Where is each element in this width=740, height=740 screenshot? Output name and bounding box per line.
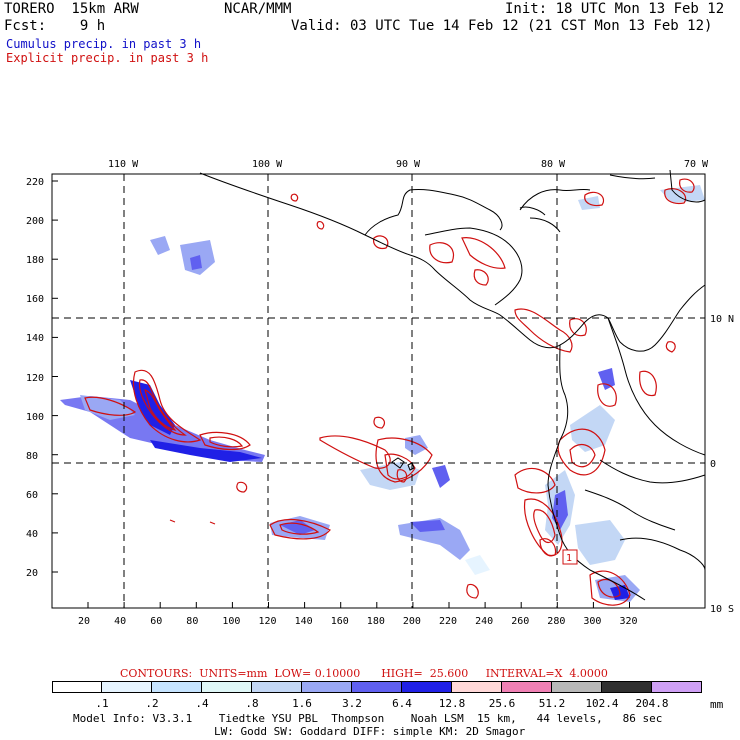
colorbar-label: 3.2 — [342, 697, 362, 710]
colorbar-label: 25.6 — [488, 697, 516, 710]
x-tick-label: 120 — [258, 616, 277, 627]
y-tick-label: 200 — [26, 216, 45, 228]
y-tick-label: 40 — [26, 528, 39, 540]
y-tick-label: 60 — [26, 489, 39, 501]
longitude-label: 100 W — [252, 159, 283, 170]
longitude-label: 90 W — [396, 159, 421, 170]
x-tick-label: 160 — [330, 616, 349, 627]
colorbar-unit: mm — [710, 698, 724, 711]
contour-label-box — [562, 549, 578, 565]
x-tick-label: 200 — [402, 616, 421, 627]
colorbar-swatch — [602, 681, 652, 693]
colorbar-swatch — [152, 681, 202, 693]
colorbar-label: 12.8 — [438, 697, 466, 710]
colorbar-swatch — [302, 681, 352, 693]
colorbar-swatch — [402, 681, 452, 693]
colorbar-swatch — [252, 681, 302, 693]
x-tick-label: 180 — [366, 616, 385, 627]
colorbar-swatch — [502, 681, 552, 693]
cumulus-precip-areas — [60, 185, 705, 602]
colorbar-swatch — [52, 681, 102, 693]
x-tick-label: 60 — [150, 616, 163, 627]
x-tick-label: 260 — [511, 616, 530, 627]
contour-info: CONTOURS: UNITS=mm LOW= 0.10000 HIGH= 25… — [120, 667, 608, 680]
contour-label-text: 1 — [566, 553, 572, 564]
y-tick-label: 80 — [26, 450, 39, 462]
valid-time: Valid: 03 UTC Tue 14 Feb 12 (21 CST Mon … — [291, 18, 713, 34]
x-tick-label: 220 — [439, 616, 458, 627]
cumulus-legend: Cumulus precip. in past 3 h — [6, 37, 202, 51]
islands — [391, 457, 415, 471]
x-tick-label: 80 — [186, 616, 199, 627]
y-tick-label: 140 — [26, 333, 45, 345]
y-tick-label: 220 — [26, 177, 45, 188]
colorbar-label: .8 — [245, 697, 259, 710]
organization-label: NCAR/MMM — [224, 1, 292, 17]
colorbar-label: 51.2 — [538, 697, 566, 710]
explicit-legend: Explicit precip. in past 3 h — [6, 51, 209, 65]
x-tick-label: 320 — [619, 616, 638, 627]
longitude-label: 80 W — [541, 159, 566, 170]
model-info-line2: LW: Godd SW: Goddard DIFF: simple KM: 2D… — [214, 725, 526, 738]
colorbar-swatch — [352, 681, 402, 693]
colorbar-swatch — [452, 681, 502, 693]
colorbar-label: .4 — [195, 697, 209, 710]
colorbar-label: 204.8 — [635, 697, 669, 710]
x-tick-label: 100 — [222, 616, 241, 627]
y-tick-label: 120 — [26, 372, 45, 384]
colorbar-swatch — [552, 681, 602, 693]
y-tick-label: 100 — [26, 411, 45, 423]
latitude-label: 10 N — [710, 314, 735, 325]
x-tick-label: 140 — [294, 616, 313, 627]
lat-lon-grid — [52, 174, 705, 608]
longitude-label: 110 W — [108, 159, 139, 170]
colorbar-swatch — [102, 681, 152, 693]
colorbar-swatch — [202, 681, 252, 693]
forecast-hour: Fcst: 9 h — [4, 18, 106, 34]
axis-ticks — [52, 180, 630, 608]
longitude-label: 70 W — [684, 159, 709, 170]
map-frame — [51, 173, 706, 609]
colorbar-label: .1 — [95, 697, 109, 710]
x-tick-label: 40 — [114, 616, 127, 627]
y-tick-label: 160 — [26, 294, 45, 306]
y-tick-label: 180 — [26, 255, 45, 267]
colorbar-label: 102.4 — [585, 697, 619, 710]
colorbar-label: 6.4 — [392, 697, 412, 710]
colorbar-swatch — [652, 681, 702, 693]
colorbar-label: .2 — [145, 697, 159, 710]
model-info-line1: Model Info: V3.3.1 Tiedtke YSU PBL Thomp… — [73, 712, 663, 725]
init-time: Init: 18 UTC Mon 13 Feb 12 — [505, 1, 725, 17]
coastlines — [199, 169, 706, 601]
x-tick-label: 20 — [78, 616, 91, 627]
latitude-label: 10 S — [710, 604, 735, 615]
colorbar-label: 1.6 — [292, 697, 312, 710]
model-title: TORERO 15km ARW — [4, 1, 139, 17]
x-tick-label: 300 — [583, 616, 602, 627]
explicit-precip-contours — [84, 178, 695, 606]
x-tick-label: 280 — [547, 616, 566, 627]
y-tick-label: 20 — [26, 568, 39, 579]
x-tick-label: 240 — [475, 616, 494, 627]
latitude-label: 0 — [710, 459, 717, 470]
